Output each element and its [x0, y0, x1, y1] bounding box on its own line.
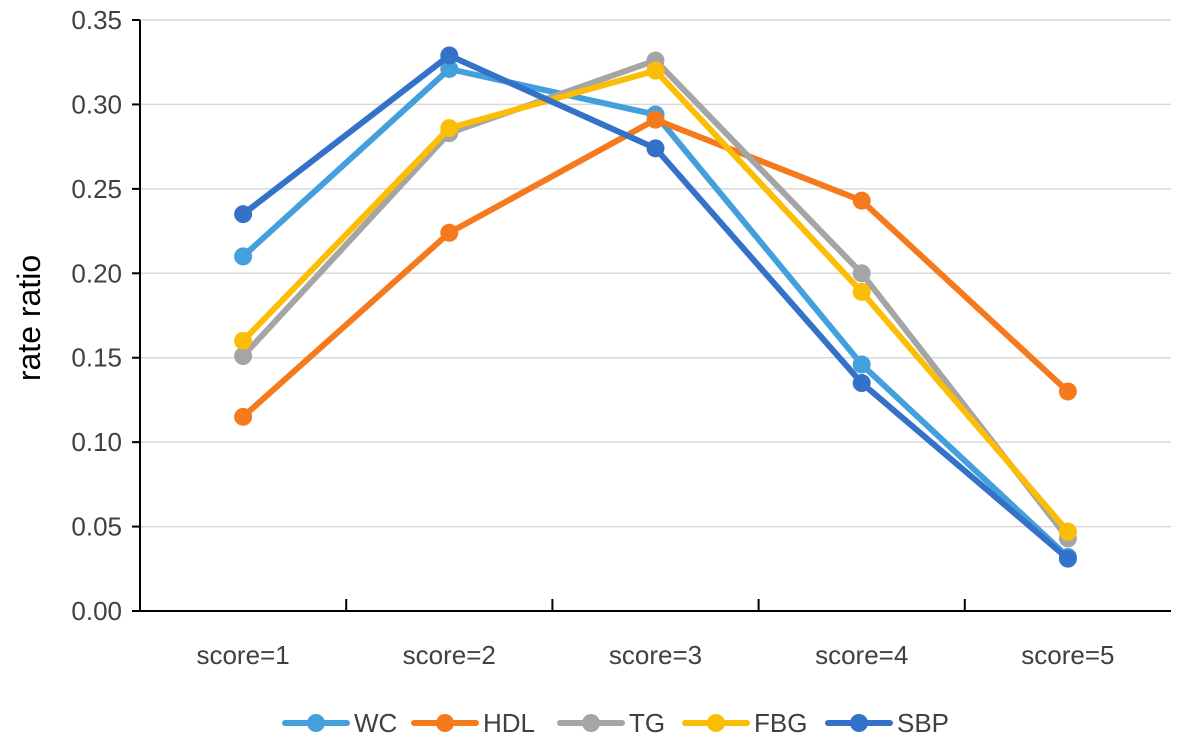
legend-item-sbp: SBP [825, 708, 949, 738]
x-tick-label: score=4 [815, 640, 908, 670]
data-point-fbg [646, 61, 665, 80]
legend-item-hdl: HDL [411, 708, 535, 738]
data-point-sbp [234, 205, 253, 224]
legend-label: HDL [483, 708, 535, 738]
y-tick-label: 0.15 [71, 343, 122, 373]
legend-label: FBG [754, 708, 807, 738]
series-fbg [234, 61, 1077, 541]
legend-swatch-marker [707, 714, 725, 732]
legend-item-fbg: FBG [682, 708, 807, 738]
y-axis-ticks: 0.00 0.05 0.10 0.15 0.20 0.25 0.30 0.35 [71, 5, 140, 626]
x-tick-label: score=1 [196, 640, 289, 670]
legend-swatch-marker [307, 714, 325, 732]
y-tick-label: 0.05 [71, 512, 122, 542]
y-tick-label: 0.35 [71, 5, 122, 35]
y-tick-label: 0.25 [71, 174, 122, 204]
data-point-hdl [646, 110, 665, 129]
grid-lines [140, 19, 1171, 528]
data-point-fbg [852, 282, 871, 301]
data-point-wc [852, 355, 871, 374]
data-point-hdl [440, 223, 459, 242]
data-point-sbp [1058, 549, 1077, 568]
legend-label: TG [629, 708, 665, 738]
data-point-sbp [440, 46, 459, 65]
series-sbp [234, 46, 1077, 568]
legend-swatch-marker [850, 714, 868, 732]
y-tick-label: 0.10 [71, 427, 122, 457]
legend-label: SBP [897, 708, 949, 738]
data-point-sbp [852, 374, 871, 393]
x-axis-ticks: score=1 score=2 score=3 score=4 score=5 [196, 599, 1115, 670]
data-point-hdl [234, 407, 253, 426]
series-hdl [234, 110, 1077, 426]
series-line-hdl [240, 116, 1071, 420]
series-line-tg [240, 57, 1071, 542]
y-tick-label: 0.00 [71, 596, 122, 626]
data-point-fbg [1058, 522, 1077, 541]
legend-item-wc: WC [282, 708, 397, 738]
x-tick-label: score=3 [609, 640, 702, 670]
y-tick-label: 0.30 [71, 89, 122, 119]
data-point-sbp [646, 139, 665, 158]
legend-swatch-marker [582, 714, 600, 732]
axes [139, 20, 1171, 612]
data-point-hdl [852, 191, 871, 210]
data-point-tg [852, 264, 871, 283]
legend-label: WC [354, 708, 397, 738]
data-point-wc [234, 247, 253, 266]
x-tick-label: score=5 [1021, 640, 1114, 670]
data-point-fbg [234, 331, 253, 350]
data-point-tg [234, 347, 253, 366]
data-point-fbg [440, 119, 459, 138]
y-tick-label: 0.20 [71, 258, 122, 288]
legend-swatch-marker [436, 714, 454, 732]
data-point-wc [440, 59, 459, 78]
x-tick-label: score=2 [403, 640, 496, 670]
legend: WC HDL TG FBG SBP [282, 708, 949, 738]
data-point-hdl [1058, 382, 1077, 401]
series-group [234, 46, 1077, 568]
y-axis-title: rate ratio [11, 255, 47, 381]
legend-item-tg: TG [557, 708, 665, 738]
